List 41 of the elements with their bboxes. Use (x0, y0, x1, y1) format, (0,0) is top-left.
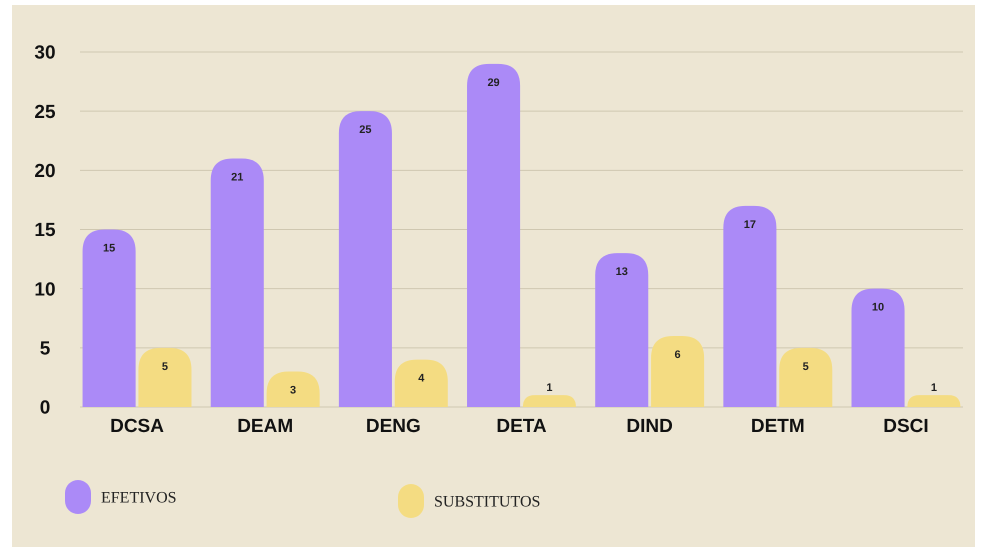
data-label: 10 (872, 302, 884, 314)
bar (852, 288, 905, 407)
data-label: 1 (930, 382, 937, 394)
y-tick-label: 5 (40, 338, 51, 360)
bar (595, 253, 648, 407)
y-tick-label: 15 (34, 220, 56, 242)
bar (779, 348, 832, 407)
data-label: 25 (359, 124, 372, 136)
bar (82, 230, 136, 407)
bar (723, 206, 776, 407)
y-tick-label: 0 (40, 398, 50, 419)
data-label: 29 (487, 76, 500, 89)
bar (210, 158, 264, 407)
y-tick-label: 20 (34, 160, 56, 182)
legend-label: EFETIVOS (101, 490, 177, 507)
y-tick-label: 25 (34, 102, 56, 123)
data-label: 17 (744, 218, 756, 231)
data-label: 13 (616, 266, 628, 278)
x-tick-label: DEAM (237, 416, 294, 437)
data-label: 5 (162, 360, 168, 373)
x-tick-label: DCSA (110, 416, 164, 437)
y-tick-label: 30 (34, 42, 56, 64)
x-tick-label: DSCI (883, 416, 929, 437)
bar (138, 348, 192, 407)
data-label: 3 (290, 384, 296, 396)
bar (394, 360, 448, 407)
bar (651, 336, 704, 407)
data-label: 21 (231, 172, 244, 184)
y-tick-label: 10 (34, 279, 56, 300)
x-tick-label: DENG (366, 416, 421, 437)
data-label: 15 (102, 242, 116, 254)
data-label: 4 (418, 372, 426, 385)
data-label: 5 (802, 360, 809, 373)
x-tick-label: DETA (496, 416, 547, 437)
data-label: 1 (546, 382, 552, 394)
data-label: 6 (674, 349, 681, 361)
bar (467, 64, 520, 407)
legend-label: SUBSTITUTOS (434, 494, 540, 511)
x-tick-label: DIND (626, 416, 673, 437)
bar (338, 111, 392, 407)
x-tick-label: DETM (750, 416, 805, 437)
